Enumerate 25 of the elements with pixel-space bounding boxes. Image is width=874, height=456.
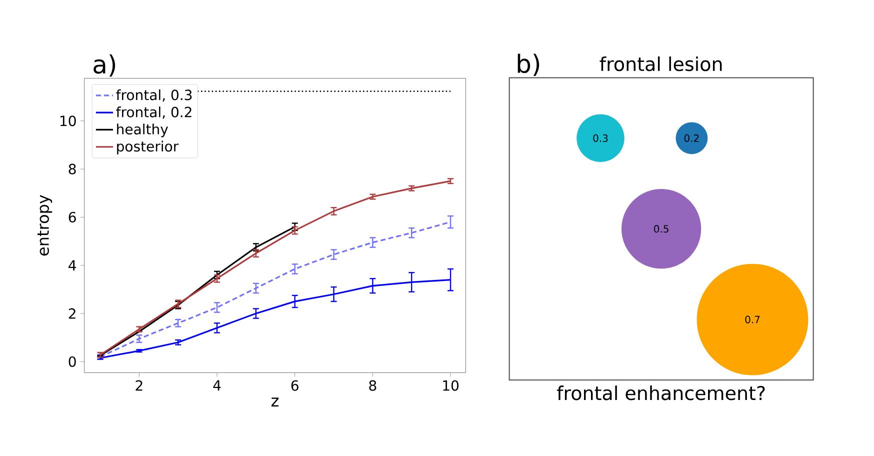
y-tick-label: 4: [68, 260, 76, 270]
text: b): [518, 54, 540, 76]
text: frontal lesion: [600, 56, 722, 72]
data-label: 0.7: [745, 316, 760, 324]
y-tick-label: 6: [68, 212, 76, 222]
x-tick-label: 10: [443, 380, 458, 391]
data-label: 0.3: [593, 134, 608, 142]
data-label: 0.5: [654, 225, 668, 233]
text: a): [94, 54, 116, 77]
data-label: 0.2: [684, 134, 699, 142]
x-tick-label: 6: [291, 380, 298, 391]
x-tick-label: 2: [136, 380, 142, 391]
y-tick-label: 10: [60, 116, 76, 126]
legend-label: frontal, 0.2: [116, 106, 192, 119]
text: frontal enhancement?: [556, 386, 765, 400]
legend-label: frontal, 0.3: [116, 89, 192, 102]
legend-label: healthy: [117, 124, 168, 138]
x-tick-label: 8: [369, 380, 376, 391]
y-axis-title: entropy: [38, 195, 52, 256]
x-axis-title: z: [271, 398, 279, 406]
x-tick-label: 4: [213, 380, 221, 390]
y-tick-label: 8: [68, 164, 76, 174]
y-tick-label: 2: [68, 308, 76, 319]
y-tick-label: 0: [68, 356, 76, 367]
legend-label: posterior: [117, 140, 179, 154]
